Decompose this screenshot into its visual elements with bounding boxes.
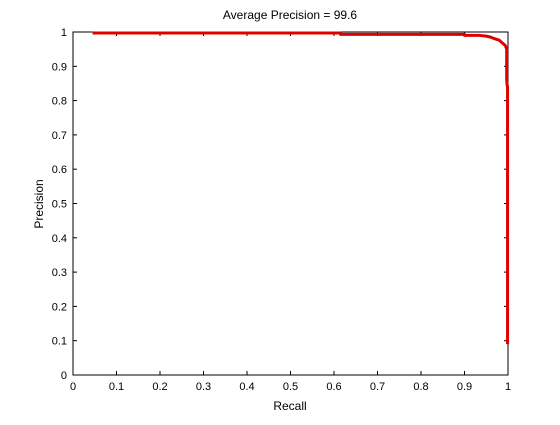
x-tick-label: 0 xyxy=(70,381,76,393)
y-tick-label: 0.6 xyxy=(52,164,67,176)
y-tick-label: 0.2 xyxy=(52,301,67,313)
y-tick-label: 0.9 xyxy=(52,61,67,73)
axis-ticks: 0 0.1 0.2 0.3 0.4 0.5 0.6 0.7 0.8 0.9 1 0 0.1 0.2 0.3 0… xyxy=(52,27,511,393)
y-axis-label: Precision xyxy=(32,179,46,228)
y-tick-label: 0.7 xyxy=(52,130,67,142)
y-tick-label: 0.8 xyxy=(52,96,67,108)
x-tick-label: 0.7 xyxy=(370,381,385,393)
y-tick-label: 1 xyxy=(61,27,67,39)
x-tick-label: 1 xyxy=(505,381,511,393)
x-axis-label: Recall xyxy=(273,399,306,413)
x-tick-label: 0.2 xyxy=(152,381,167,393)
x-tick-label: 0.9 xyxy=(457,381,472,393)
y-tick-label: 0 xyxy=(61,370,67,382)
x-tick-label: 0.3 xyxy=(196,381,211,393)
x-tick-label: 0.4 xyxy=(239,381,254,393)
y-tick-label: 0.4 xyxy=(52,233,67,245)
x-tick-label: 0.6 xyxy=(326,381,341,393)
plot-area xyxy=(72,31,509,376)
pr-curve-line xyxy=(92,31,510,345)
x-tick-label: 0.5 xyxy=(283,381,298,393)
x-tick-label: 0.8 xyxy=(413,381,428,393)
y-tick-label: 0.3 xyxy=(52,267,67,279)
series-layer xyxy=(92,31,510,345)
x-tick-label: 0.1 xyxy=(109,381,124,393)
y-tick-label: 0.1 xyxy=(52,336,67,348)
y-tick-label: 0.5 xyxy=(52,199,67,211)
chart-title: Average Precision = 99.6 xyxy=(223,8,358,22)
